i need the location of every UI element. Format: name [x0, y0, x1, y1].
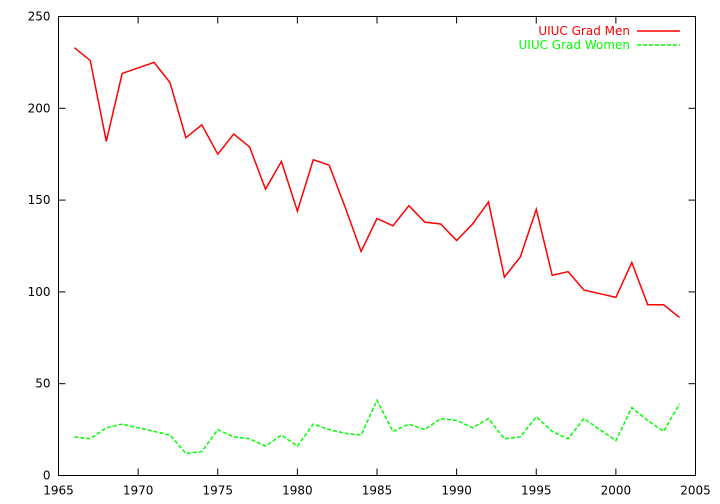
axis-ticks [58, 16, 696, 476]
y-tick-label: 100 [28, 285, 51, 299]
x-tick-label: 1990 [441, 484, 472, 498]
series-line-1 [73, 47, 681, 319]
x-tick-label: 1980 [282, 484, 313, 498]
axis-tick-labels: 1965 1970 1975 1980 1985 1990 1995 2000 2005 0 50 1… [28, 10, 711, 498]
x-tick-label: 1975 [202, 484, 233, 498]
x-tick-label: 1965 [43, 484, 74, 498]
legend-label-1: UIUC Grad Men [538, 24, 630, 38]
y-tick-label: 250 [28, 10, 51, 24]
y-tick-label: 200 [28, 101, 51, 115]
x-tick-label: 1995 [521, 484, 552, 498]
y-tick-label: 150 [28, 193, 51, 207]
y-tick-label: 0 [43, 469, 51, 483]
x-tick-label: 2000 [601, 484, 632, 498]
x-tick-label: 1985 [362, 484, 393, 498]
legend-label-2: UIUC Grad Women [519, 38, 631, 52]
x-tick-label: 2005 [680, 484, 711, 498]
series-line-2 [74, 398, 681, 455]
series-lines [73, 47, 681, 455]
plot-frame [58, 16, 696, 476]
y-tick-label: 50 [35, 377, 50, 391]
x-tick-label: 1970 [123, 484, 154, 498]
